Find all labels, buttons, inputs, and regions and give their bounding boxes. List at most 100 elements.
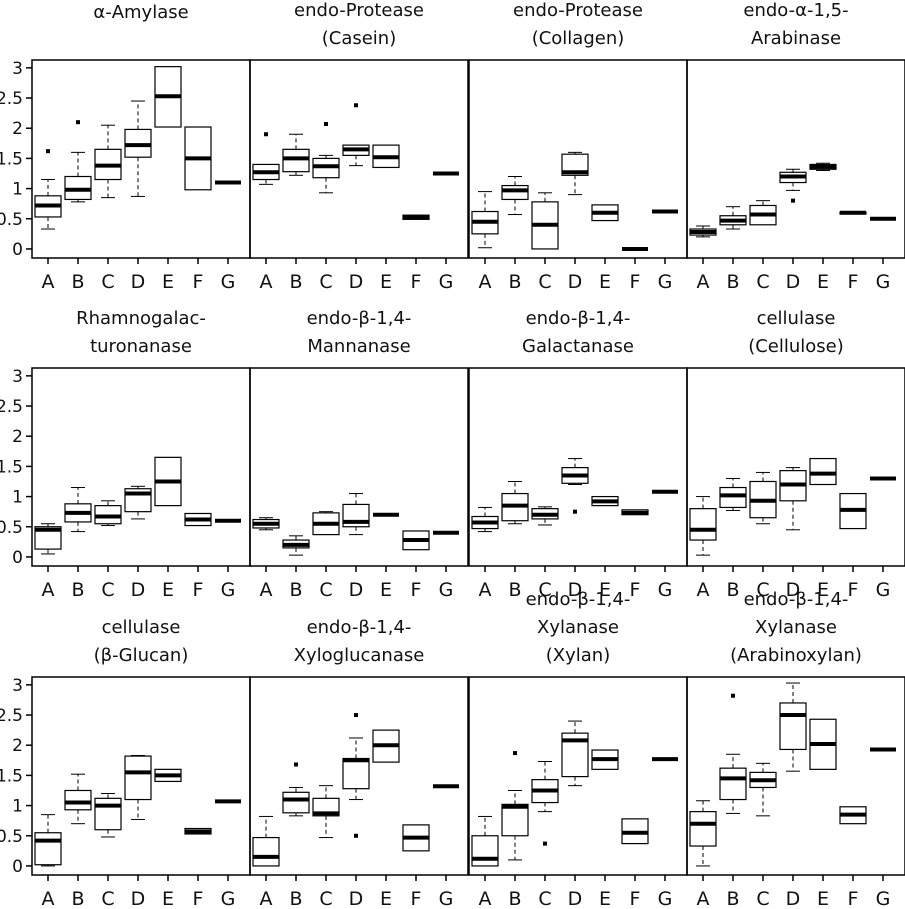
y-tick-label: 3 [12, 367, 23, 387]
x-tick-label: C [538, 888, 551, 909]
x-tick-label: F [193, 888, 204, 909]
box [501, 803, 529, 837]
x-tick-label: D [568, 271, 583, 293]
x-tick-label: G [221, 888, 236, 909]
y-tick-label: 0.5 [0, 518, 23, 538]
x-tick-label: B [726, 888, 739, 909]
panel-title: endo-Protease [513, 0, 643, 21]
x-tick-label: C [538, 271, 551, 293]
panel-title: endo-β-1,4- [526, 589, 631, 610]
x-tick-label: C [756, 271, 769, 293]
plot-frame [686, 59, 905, 259]
y-tick-label: 2.5 [0, 397, 23, 417]
box [779, 702, 807, 751]
y-tick-label: 1 [12, 180, 23, 200]
y-tick-label: 1.5 [0, 149, 23, 169]
x-tick-label: D [349, 271, 364, 293]
x-tick-label: G [658, 888, 673, 909]
box [719, 486, 747, 509]
x-tick-label: E [599, 888, 611, 909]
x-tick-label: G [876, 888, 891, 909]
outlier [264, 132, 268, 137]
x-tick-label: D [786, 888, 801, 909]
plot-frame [249, 676, 469, 876]
x-tick-label: E [162, 271, 174, 293]
x-tick-label: E [817, 888, 829, 909]
x-tick-label: E [162, 888, 174, 909]
x-tick-label: B [726, 271, 739, 293]
outlier [354, 833, 358, 838]
x-tick-label: C [319, 888, 332, 909]
x-tick-label: F [848, 579, 859, 601]
box [124, 755, 152, 801]
panel-title: Xylanase [755, 617, 837, 638]
panel-title: endo-Protease [294, 0, 424, 21]
x-tick-label: F [411, 888, 422, 909]
x-tick-label: E [599, 579, 611, 601]
x-tick-label: A [697, 579, 710, 601]
box [34, 832, 62, 866]
x-tick-label: B [508, 888, 521, 909]
x-tick-label: B [289, 579, 302, 601]
x-tick-label: G [221, 579, 236, 601]
box [94, 797, 122, 831]
panel-title: endo-β-1,4- [307, 308, 412, 329]
panel-title: Xylanase [537, 617, 619, 638]
x-tick-label: G [876, 271, 891, 293]
x-tick-label: F [411, 271, 422, 293]
x-tick-label: E [380, 888, 392, 909]
x-tick-label: F [848, 888, 859, 909]
x-tick-label: A [260, 271, 273, 293]
plot-frame [249, 367, 469, 567]
outlier [543, 841, 547, 846]
x-tick-label: D [349, 888, 364, 909]
panel-title: endo-β-1,4- [526, 308, 631, 329]
x-tick-label: A [42, 271, 55, 293]
box [471, 835, 499, 867]
box [34, 526, 62, 550]
y-tick-label: 2.5 [0, 89, 23, 109]
x-tick-label: F [848, 271, 859, 293]
plot-frame [249, 59, 469, 259]
panel-title: (Casein) [322, 28, 397, 49]
x-tick-label: A [42, 888, 55, 909]
panel-title: (Collagen) [532, 28, 625, 49]
box [342, 757, 370, 790]
x-tick-label: A [479, 271, 492, 293]
x-tick-label: B [508, 271, 521, 293]
panel-title: endo-β-1,4- [307, 617, 412, 638]
box [252, 836, 280, 867]
y-tick-label: 2 [12, 427, 23, 447]
outlier [294, 762, 298, 767]
x-tick-label: B [289, 888, 302, 909]
y-tick-label: 0 [12, 240, 23, 260]
box [689, 508, 717, 541]
x-tick-label: A [260, 579, 273, 601]
box [561, 153, 589, 176]
x-tick-label: E [817, 579, 829, 601]
x-tick-label: G [439, 271, 454, 293]
x-tick-label: D [568, 888, 583, 909]
outlier [791, 198, 795, 203]
plot-frame [31, 367, 251, 567]
x-tick-label: D [131, 579, 146, 601]
x-tick-label: E [162, 579, 174, 601]
panel-title: (Arabinoxylan) [730, 645, 862, 666]
y-tick-label: 1.5 [0, 766, 23, 786]
panel-title: (Xylan) [546, 645, 610, 666]
outlier [731, 693, 735, 698]
x-tick-label: C [756, 888, 769, 909]
x-tick-label: G [221, 271, 236, 293]
outlier [76, 120, 80, 125]
x-tick-label: G [439, 888, 454, 909]
panel-title: (β-Glucan) [94, 645, 189, 666]
x-tick-label: D [786, 579, 801, 601]
x-tick-label: A [479, 888, 492, 909]
x-tick-label: D [786, 271, 801, 293]
panel-title: turonanase [90, 336, 192, 357]
y-tick-label: 3 [12, 676, 23, 696]
outlier [354, 103, 358, 108]
x-tick-label: A [42, 579, 55, 601]
x-tick-label: B [289, 271, 302, 293]
